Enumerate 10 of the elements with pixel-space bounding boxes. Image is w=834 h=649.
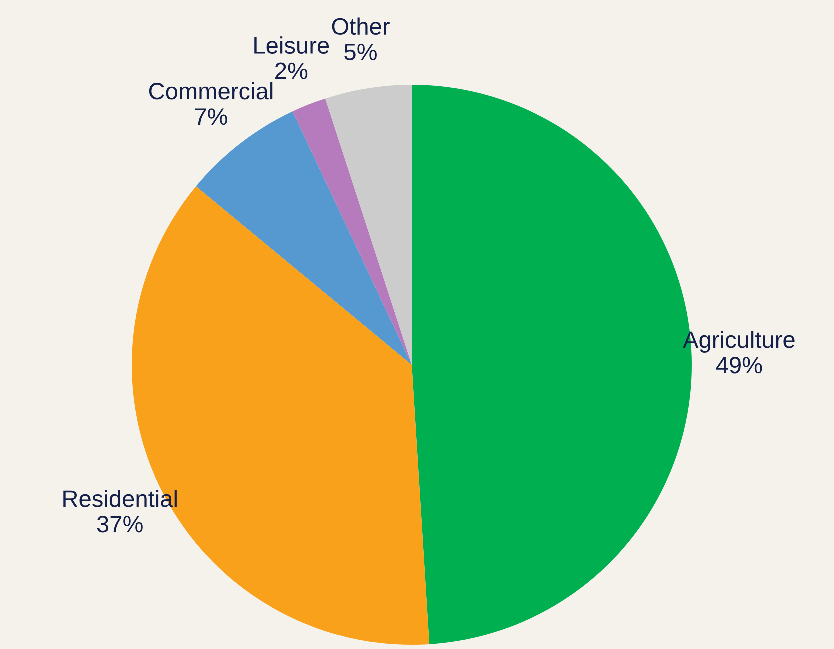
data-label: 7% — [195, 108, 228, 126]
data-label: 37% — [97, 516, 143, 533]
pie-slice — [292, 98, 412, 365]
slice-label: Other — [332, 18, 390, 36]
data-label: 2% — [276, 62, 308, 80]
slice-label: Commercial — [149, 82, 273, 100]
pie-slice — [325, 85, 412, 365]
slice-label: Leisure — [254, 36, 330, 54]
data-label: 5% — [344, 44, 377, 60]
data-label: 49% — [716, 357, 762, 374]
